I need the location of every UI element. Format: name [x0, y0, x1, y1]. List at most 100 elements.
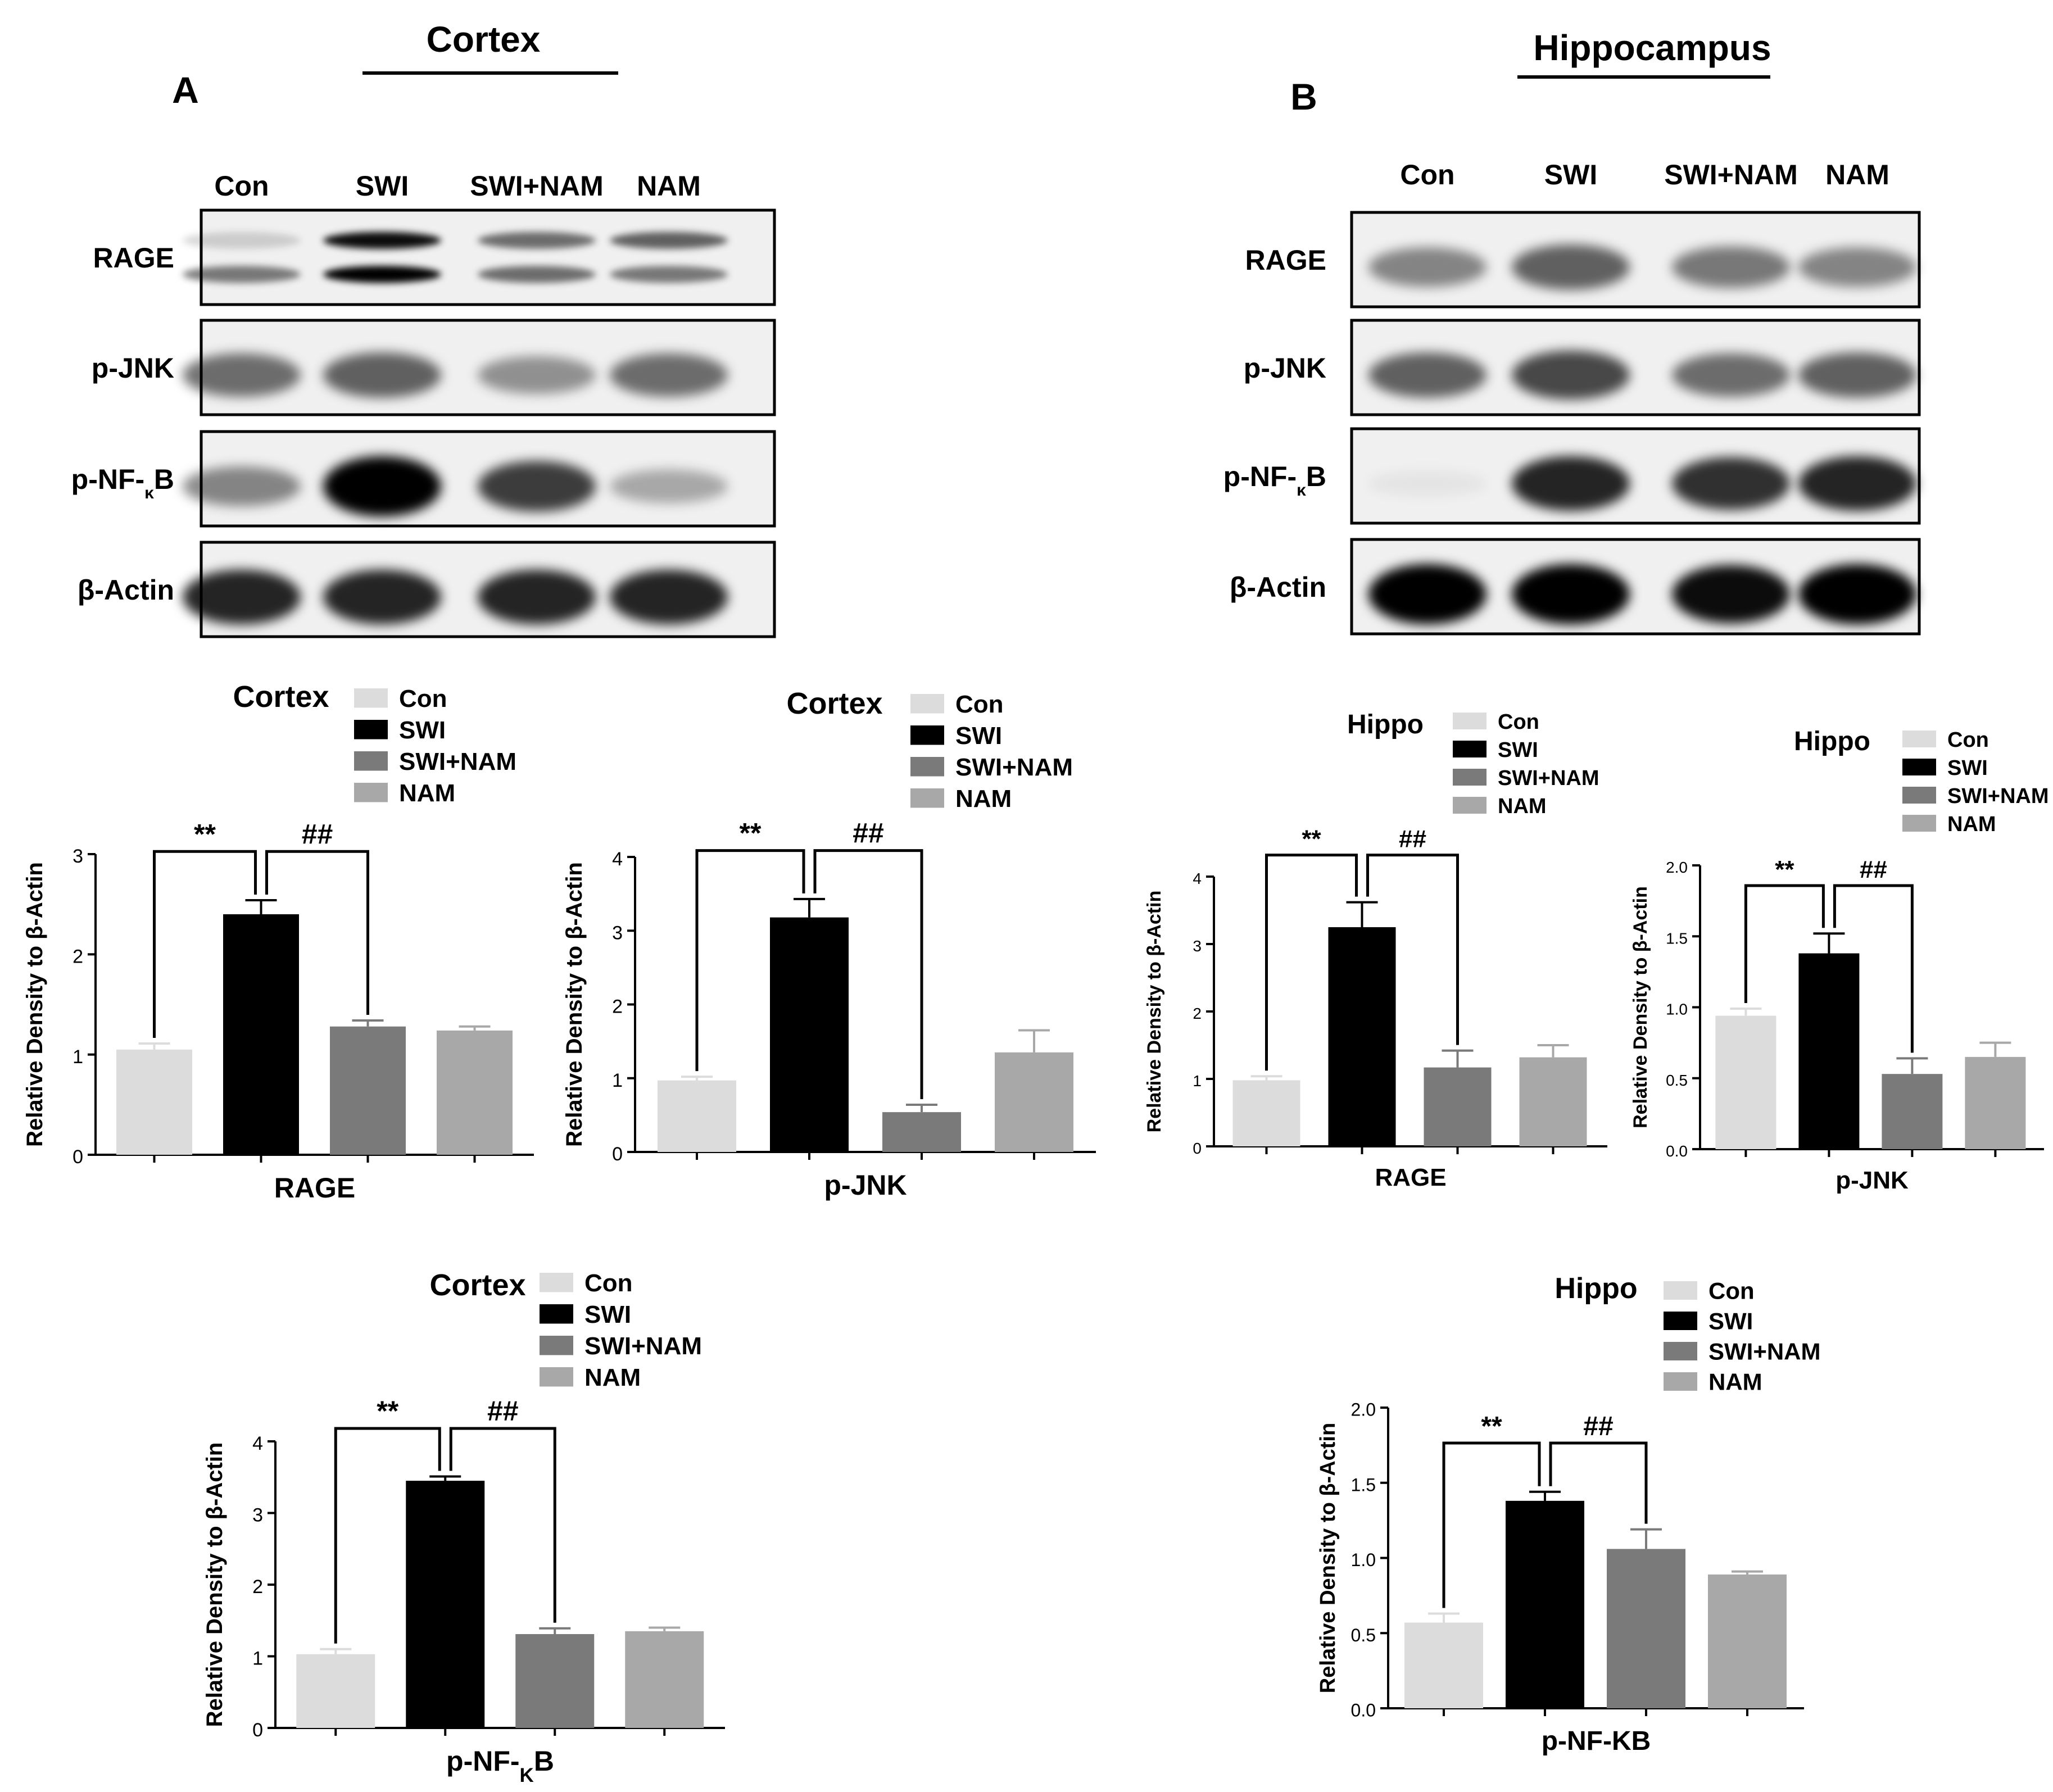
- sig-bracket: [1833, 884, 1914, 1053]
- y-tick-label: 0.0: [1666, 1142, 1688, 1160]
- bar-nam: [625, 1631, 704, 1728]
- legend-swatch-swi-nam: [910, 757, 944, 777]
- legend-label-con: Con: [399, 685, 447, 713]
- band: [1512, 244, 1630, 290]
- chart-region-title: Hippo: [1794, 727, 1870, 756]
- legend-swatch-con: [1902, 731, 1936, 747]
- legend-swatch-swi-nam: [540, 1336, 573, 1355]
- sig-label: **: [1775, 856, 1794, 883]
- legend-swatch-nam: [540, 1367, 573, 1387]
- legend-label-con: Con: [955, 691, 1004, 718]
- bar-con: [1232, 1080, 1300, 1146]
- legend-label-nam: NAM: [1498, 795, 1547, 818]
- band: [1512, 564, 1630, 625]
- bar-swi-nam: [1424, 1067, 1492, 1146]
- panel-b-title: Hippocampus: [1533, 28, 1771, 68]
- panel-a-title: Cortex: [427, 19, 541, 60]
- y-tick-label: 0: [1193, 1140, 1202, 1157]
- western-blot-hippocampus: Con SWI SWI+NAM NAM RAGE p-JNK p-NF-κB β-Actin: [1223, 159, 1921, 636]
- lane-label-con: Con: [214, 170, 269, 202]
- sig-label: **: [1302, 825, 1321, 853]
- sig-label: **: [377, 1395, 398, 1427]
- legend-swatch-swi: [540, 1304, 573, 1324]
- y-tick-label: 1: [252, 1648, 263, 1669]
- chart-hippo-rage: Hippo Con SWI SWI+NAM NAM 0 1 2 3 4 Relative Densi…: [1144, 710, 1607, 1191]
- band: [183, 353, 301, 397]
- sig-bracket: [153, 850, 257, 1038]
- y-axis-label: Relative Density to β-Actin: [1630, 886, 1651, 1128]
- legend-label-nam: NAM: [1947, 813, 1996, 836]
- y-tick-label: 2.0: [1666, 859, 1688, 876]
- y-tick-label: 3: [1193, 937, 1202, 955]
- y-tick-label: 3: [612, 922, 623, 943]
- band: [610, 353, 728, 397]
- bar-nam: [995, 1052, 1073, 1152]
- sig-label: **: [740, 818, 762, 849]
- bar-nam: [437, 1030, 513, 1155]
- band: [478, 266, 596, 283]
- blot-label: RAGE: [1245, 244, 1326, 276]
- y-tick-label: 1.5: [1666, 929, 1688, 947]
- blot-frame: [200, 541, 776, 638]
- band: [183, 232, 301, 249]
- lane-label-swi-nam: SWI+NAM: [1664, 159, 1798, 190]
- chart-region-title: Cortex: [429, 1268, 525, 1302]
- x-axis-label: p-JNK: [824, 1169, 907, 1201]
- band: [1672, 353, 1790, 397]
- blot-row-p-jnk: p-JNK: [1244, 319, 1921, 416]
- legend-swatch-swi: [910, 725, 944, 745]
- blot-label: p-NF-κB: [1223, 461, 1326, 500]
- legend-label-nam: NAM: [399, 779, 455, 807]
- blot-row-actin: β-Actin: [1230, 538, 1921, 636]
- blot-label: β-Actin: [1230, 571, 1326, 603]
- y-tick-label: 1: [612, 1070, 623, 1091]
- legend-swatch-swi-nam: [1902, 787, 1936, 804]
- bar-swi-nam: [515, 1634, 595, 1728]
- y-axis-label: Relative Density to β-Actin: [202, 1442, 227, 1727]
- sig-bracket: [1549, 1441, 1648, 1524]
- chart-cortex-rage: Cortex Con SWI SWI+NAM NAM 0 1 2 3 Relative Densi…: [22, 680, 534, 1204]
- blot-frame: [1350, 427, 1921, 525]
- blot-row-p-nf-b: p-NF-κB: [71, 430, 776, 528]
- band: [1512, 456, 1630, 511]
- legend-swatch-swi-nam: [1664, 1342, 1697, 1360]
- legend-label-swi: SWI: [584, 1301, 631, 1328]
- bar-swi: [1328, 927, 1396, 1146]
- band: [610, 469, 728, 503]
- x-axis-label: RAGE: [1375, 1164, 1446, 1191]
- y-tick-label: 4: [612, 849, 623, 870]
- legend-label-swi-nam: SWI+NAM: [399, 748, 516, 775]
- y-axis-label: Relative Density to β-Actin: [562, 862, 587, 1147]
- band: [1368, 564, 1487, 625]
- blot-label: p-JNK: [92, 352, 174, 384]
- legend-swatch-swi-nam: [354, 751, 388, 771]
- band: [183, 266, 301, 283]
- y-tick-label: 2: [1193, 1005, 1202, 1022]
- lane-label-swi: SWI: [356, 170, 409, 202]
- legend-label-swi: SWI: [955, 722, 1002, 750]
- band: [1368, 471, 1487, 496]
- blot-frame: [1350, 538, 1921, 636]
- y-tick-label: 0.5: [1351, 1625, 1376, 1645]
- y-tick-label: 2: [72, 946, 83, 968]
- bar-con: [116, 1049, 192, 1155]
- sig-bracket: [1265, 854, 1358, 1071]
- bar-swi-nam: [330, 1026, 406, 1155]
- band: [323, 569, 441, 625]
- y-tick-label: 4: [252, 1433, 263, 1454]
- y-tick-label: 1: [1193, 1072, 1202, 1090]
- chart-region-title: Cortex: [786, 687, 882, 720]
- legend-swatch-swi: [1902, 759, 1936, 775]
- band: [1672, 565, 1790, 624]
- panel-a-letter: A: [172, 69, 199, 111]
- chart-hippo-pnfkb: Hippo Con SWI SWI+NAM NAM 0.0 0.5 1.0 1.5 2.0 Rela…: [1316, 1272, 1821, 1756]
- legend-swatch-nam: [910, 788, 944, 808]
- y-tick-label: 0: [252, 1720, 263, 1741]
- legend-label-swi: SWI: [1947, 756, 1988, 780]
- band: [323, 456, 441, 517]
- legend-swatch-nam: [1453, 797, 1487, 814]
- panel-b-letter: B: [1290, 76, 1317, 117]
- chart-region-title: Cortex: [233, 680, 329, 714]
- bar-con: [1715, 1015, 1776, 1149]
